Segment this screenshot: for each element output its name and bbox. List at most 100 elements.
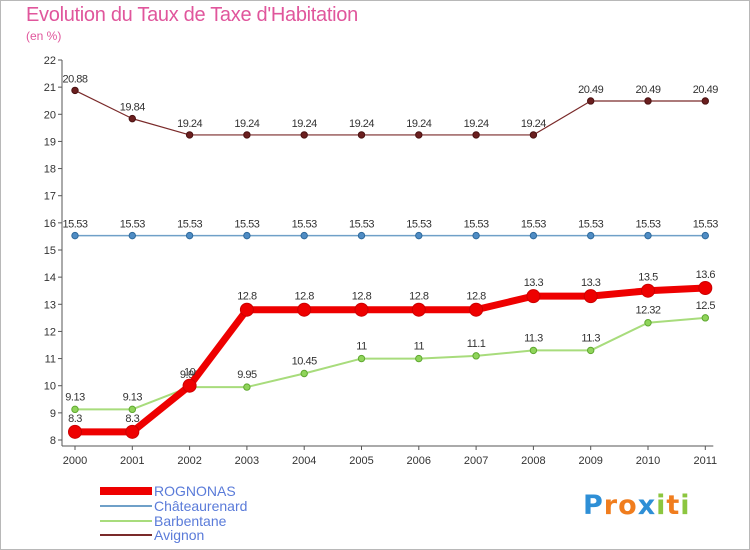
- data-point-avignon: [243, 131, 251, 139]
- data-point-barbentane: [71, 405, 79, 414]
- x-tick-label: 2010: [636, 455, 660, 467]
- y-tick-label: 14: [44, 272, 56, 284]
- y-tick-label: 13: [44, 299, 56, 311]
- x-tick-label: 2009: [578, 455, 602, 467]
- legend-label-chateaurenard: Châteaurenard: [154, 498, 248, 514]
- legend-label-rognonas: ROGNONAS: [154, 483, 236, 499]
- data-label-chateaurenard: 15.53: [62, 219, 87, 231]
- data-label-avignon: 19.24: [292, 118, 317, 130]
- legend-item-chateaurenard: Châteaurenard: [100, 498, 360, 514]
- data-label-avignon: 19.24: [234, 118, 259, 130]
- data-point-avignon: [472, 131, 480, 139]
- legend-label-barbentane: Barbentane: [154, 513, 227, 529]
- data-point-rognonas: [641, 283, 655, 298]
- data-point-chateaurenard: [185, 231, 194, 240]
- y-tick-label: 20: [44, 109, 56, 121]
- data-label-rognonas: 13.3: [581, 277, 601, 289]
- logo-letter: x: [637, 490, 657, 521]
- data-point-chateaurenard: [300, 231, 308, 240]
- x-tick-label: 2002: [177, 455, 201, 467]
- data-point-avignon: [644, 97, 652, 105]
- logo-letter: i: [656, 490, 667, 521]
- legend-item-rognonas: ROGNONAS: [100, 483, 360, 499]
- data-label-rognonas: 12.8: [352, 291, 372, 303]
- data-point-chateaurenard: [701, 231, 709, 240]
- data-point-avignon: [529, 131, 538, 139]
- data-label-barbentane: 11.1: [467, 338, 486, 350]
- logo-letter: t: [666, 490, 681, 521]
- x-tick-label: 2007: [464, 455, 488, 467]
- legend-label-avignon: Avignon: [154, 527, 205, 543]
- data-label-avignon: 19.24: [406, 118, 431, 130]
- data-label-rognonas: 8.3: [125, 413, 139, 425]
- data-point-rognonas: [354, 302, 369, 317]
- data-point-avignon: [71, 86, 79, 95]
- x-tick-label: 2001: [120, 455, 144, 467]
- data-label-avignon: 20.49: [693, 84, 718, 96]
- data-label-chateaurenard: 15.53: [349, 219, 374, 231]
- data-label-chateaurenard: 15.53: [521, 219, 546, 231]
- data-point-barbentane: [529, 346, 538, 355]
- data-label-avignon: 19.84: [120, 102, 145, 114]
- data-point-barbentane: [587, 346, 595, 355]
- x-tick-label: 2011: [693, 455, 717, 467]
- data-point-chateaurenard: [415, 231, 423, 240]
- data-point-rognonas: [68, 424, 82, 439]
- data-label-avignon: 19.24: [521, 118, 546, 130]
- data-point-barbentane: [300, 369, 308, 378]
- data-label-barbentane: 12.32: [635, 305, 660, 317]
- logo-letter: P: [583, 490, 604, 521]
- data-point-barbentane: [644, 319, 652, 327]
- data-point-chateaurenard: [243, 231, 251, 240]
- data-point-rognonas: [698, 281, 713, 295]
- y-tick-label: 9: [50, 408, 56, 420]
- data-point-avignon: [587, 97, 595, 105]
- data-label-barbentane: 11.3: [581, 332, 600, 344]
- data-label-chateaurenard: 15.53: [292, 219, 317, 231]
- data-label-barbentane: 11.3: [524, 332, 543, 344]
- data-label-chateaurenard: 15.53: [234, 219, 259, 231]
- data-label-chateaurenard: 15.53: [464, 219, 489, 231]
- data-label-avignon: 20.49: [635, 84, 660, 96]
- chart-title: Evolution du Taux de Taxe d'Habitation: [26, 4, 358, 26]
- x-tick-label: 2000: [63, 455, 87, 467]
- data-point-chateaurenard: [587, 231, 595, 240]
- data-point-avignon: [701, 97, 709, 105]
- y-tick-label: 11: [45, 354, 56, 366]
- data-label-rognonas: 13.3: [524, 277, 544, 289]
- data-label-avignon: 20.88: [62, 73, 87, 85]
- data-point-barbentane: [128, 405, 137, 414]
- data-label-rognonas: 8.3: [68, 413, 82, 425]
- data-label-chateaurenard: 15.53: [635, 219, 660, 231]
- data-point-barbentane: [701, 314, 709, 322]
- y-tick-label: 8: [50, 435, 56, 447]
- logo-letter: r: [603, 490, 619, 521]
- y-tick-label: 15: [44, 245, 56, 257]
- data-point-rognonas: [526, 289, 541, 304]
- legend-swatch-chateaurenard: [100, 505, 152, 507]
- series-line-barbentane: [74, 316, 707, 411]
- data-label-chateaurenard: 15.53: [406, 219, 431, 231]
- data-label-barbentane: 10.45: [292, 356, 317, 368]
- legend-swatch-rognonas: [100, 487, 152, 495]
- data-point-rognonas: [583, 289, 598, 304]
- legend-item-avignon: Avignon: [100, 527, 360, 543]
- data-point-chateaurenard: [128, 231, 137, 240]
- data-point-rognonas: [182, 378, 197, 393]
- data-label-rognonas: 12.8: [466, 291, 486, 303]
- data-label-chateaurenard: 15.53: [120, 219, 145, 231]
- data-label-rognonas: 10: [184, 367, 196, 379]
- data-point-avignon: [300, 131, 308, 139]
- data-point-rognonas: [297, 302, 312, 317]
- data-point-avignon: [128, 114, 137, 123]
- data-point-chateaurenard: [357, 231, 366, 240]
- y-tick-label: 22: [44, 55, 56, 67]
- data-point-avignon: [357, 131, 366, 139]
- data-point-barbentane: [472, 352, 480, 360]
- legend-swatch-barbentane: [100, 520, 152, 522]
- data-point-rognonas: [469, 302, 484, 317]
- data-label-barbentane: 9.13: [65, 391, 85, 403]
- data-label-barbentane: 12.5: [696, 300, 716, 312]
